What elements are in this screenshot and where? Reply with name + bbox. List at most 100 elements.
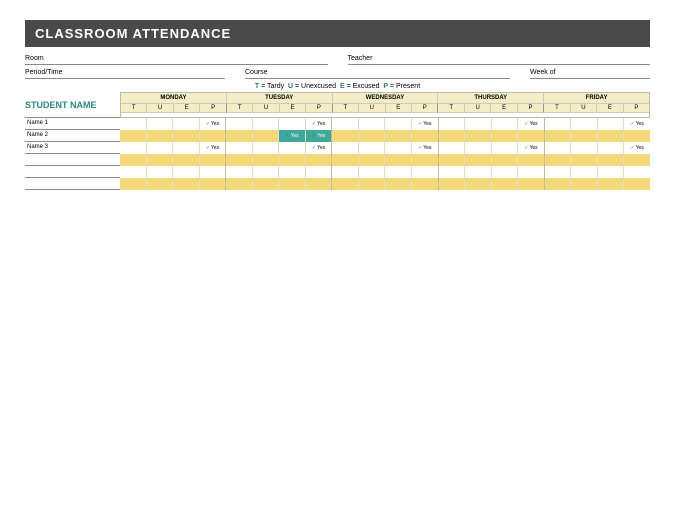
attendance-cell[interactable] [359,178,386,190]
attendance-cell[interactable]: Yes [412,142,439,154]
attendance-cell[interactable] [173,178,200,190]
attendance-cell[interactable] [385,118,412,130]
attendance-cell[interactable] [226,142,253,154]
attendance-cell[interactable] [439,154,466,166]
attendance-cell[interactable] [332,118,359,130]
attendance-cell[interactable] [385,178,412,190]
attendance-cell[interactable] [465,178,492,190]
attendance-cell[interactable] [412,178,439,190]
attendance-cell[interactable] [624,166,650,178]
attendance-cell[interactable] [439,166,466,178]
attendance-cell[interactable] [624,130,650,142]
attendance-cell[interactable] [571,178,598,190]
attendance-cell[interactable] [173,166,200,178]
attendance-cell[interactable] [465,130,492,142]
attendance-cell[interactable] [120,166,147,178]
attendance-cell[interactable] [412,154,439,166]
attendance-cell[interactable] [279,154,306,166]
attendance-cell[interactable] [518,166,545,178]
attendance-cell[interactable] [226,178,253,190]
attendance-cell[interactable] [226,166,253,178]
attendance-cell[interactable]: Yes [624,142,650,154]
attendance-cell[interactable] [598,166,625,178]
attendance-cell[interactable] [359,118,386,130]
attendance-cell[interactable] [306,178,333,190]
attendance-cell[interactable] [571,118,598,130]
attendance-cell[interactable] [253,118,280,130]
attendance-cell[interactable] [332,166,359,178]
attendance-cell[interactable] [200,178,227,190]
attendance-cell[interactable] [279,178,306,190]
attendance-cell[interactable] [412,130,439,142]
attendance-cell[interactable] [385,130,412,142]
attendance-cell[interactable] [359,154,386,166]
attendance-cell[interactable] [545,154,572,166]
attendance-cell[interactable] [147,166,174,178]
attendance-cell[interactable] [359,166,386,178]
attendance-cell[interactable] [465,142,492,154]
attendance-cell[interactable] [253,154,280,166]
attendance-cell[interactable] [492,166,519,178]
attendance-cell[interactable] [545,130,572,142]
attendance-cell[interactable] [492,154,519,166]
attendance-cell[interactable] [332,142,359,154]
attendance-cell[interactable] [147,154,174,166]
attendance-cell[interactable]: Yes [518,142,545,154]
attendance-cell[interactable] [120,118,147,130]
attendance-cell[interactable] [253,178,280,190]
attendance-cell[interactable] [492,178,519,190]
attendance-cell[interactable] [147,178,174,190]
attendance-cell[interactable] [306,166,333,178]
attendance-cell[interactable] [200,166,227,178]
attendance-cell[interactable] [385,166,412,178]
attendance-cell[interactable] [412,166,439,178]
attendance-cell[interactable] [492,118,519,130]
attendance-cell[interactable] [624,154,650,166]
attendance-cell[interactable] [359,130,386,142]
attendance-cell[interactable] [571,166,598,178]
attendance-cell[interactable] [439,130,466,142]
attendance-cell[interactable] [226,154,253,166]
attendance-cell[interactable] [226,130,253,142]
attendance-cell[interactable]: Yes [518,118,545,130]
attendance-cell[interactable] [332,130,359,142]
attendance-cell[interactable] [279,142,306,154]
attendance-cell[interactable] [120,130,147,142]
attendance-cell[interactable] [147,130,174,142]
attendance-cell[interactable] [332,178,359,190]
attendance-cell[interactable]: Yes [200,118,227,130]
attendance-cell[interactable]: Yes [306,118,333,130]
attendance-cell[interactable] [147,118,174,130]
attendance-cell[interactable] [624,178,650,190]
attendance-cell[interactable] [120,178,147,190]
attendance-cell[interactable] [226,118,253,130]
attendance-cell[interactable] [279,118,306,130]
attendance-cell[interactable] [439,118,466,130]
attendance-cell[interactable] [545,142,572,154]
attendance-cell[interactable] [545,166,572,178]
attendance-cell[interactable] [279,166,306,178]
attendance-cell[interactable] [571,154,598,166]
attendance-cell[interactable] [173,130,200,142]
attendance-cell[interactable] [173,142,200,154]
attendance-cell[interactable] [385,154,412,166]
attendance-cell[interactable] [518,130,545,142]
attendance-cell[interactable] [253,130,280,142]
attendance-cell[interactable] [200,130,227,142]
attendance-cell[interactable] [306,154,333,166]
attendance-cell[interactable] [385,142,412,154]
attendance-cell[interactable] [571,130,598,142]
attendance-cell[interactable] [200,154,227,166]
attendance-cell[interactable]: Yes [306,142,333,154]
attendance-cell[interactable] [598,118,625,130]
attendance-cell[interactable] [439,142,466,154]
attendance-cell[interactable] [492,130,519,142]
attendance-cell[interactable] [359,142,386,154]
attendance-cell[interactable] [545,178,572,190]
attendance-cell[interactable] [545,118,572,130]
attendance-cell[interactable]: Yes [306,130,333,142]
attendance-cell[interactable] [147,142,174,154]
attendance-cell[interactable] [465,154,492,166]
attendance-cell[interactable] [598,178,625,190]
attendance-cell[interactable] [598,154,625,166]
